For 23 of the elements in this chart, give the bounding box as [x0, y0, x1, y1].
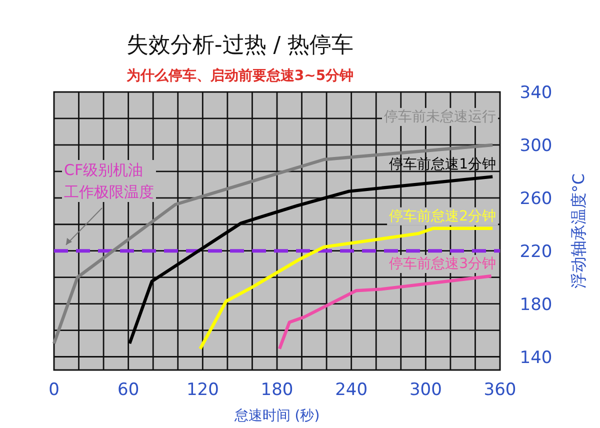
line-series: [52, 143, 494, 346]
y-axis-title: 浮动轴承温度°C: [569, 173, 588, 289]
y-tick-label: 260: [520, 188, 552, 209]
x-axis-title: 怠速时间 (秒): [233, 408, 320, 424]
y-tick-label: 220: [520, 242, 552, 262]
y-tick-label: 140: [520, 348, 552, 368]
series-label: 停车前怠速3分钟: [389, 256, 496, 272]
series-label: 停车前怠速2分钟: [389, 208, 496, 224]
x-tick-label: 180: [260, 380, 294, 400]
y-tick-label: 180: [520, 294, 552, 315]
chart-title: 失效分析-过热 / 热停车: [126, 33, 354, 58]
x-tick-label: 120: [186, 380, 219, 400]
x-tick-label: 240: [335, 380, 368, 400]
ref-line-label: CF级别机油工作极限温度: [64, 161, 154, 201]
x-tick-label: 0: [48, 380, 60, 400]
line-series: [198, 226, 494, 350]
y-tick-label: 300: [520, 136, 552, 156]
x-tick-label: 360: [484, 380, 516, 400]
x-tick-label: 300: [409, 380, 442, 400]
chart-subtitle: 为什么停车、启动前要怠速3~5分钟: [126, 67, 354, 84]
x-tick-label: 60: [118, 380, 140, 400]
line-series: [278, 274, 493, 350]
y-tick-label: 340: [520, 83, 552, 103]
